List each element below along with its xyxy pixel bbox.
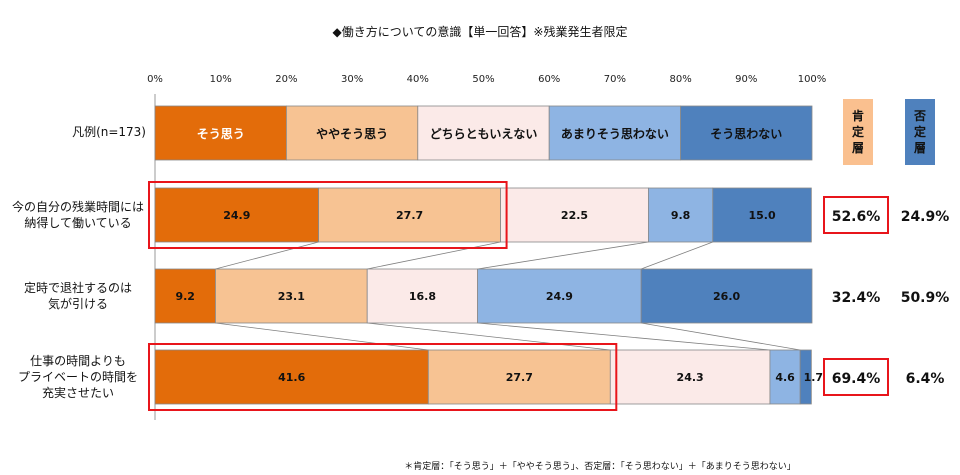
legend-segment: [154, 105, 287, 161]
bar-value-label: 16.8: [409, 290, 436, 303]
negative-header-box: [905, 99, 935, 165]
legend-segment: [417, 105, 550, 161]
x-tick-label: 50%: [472, 74, 494, 85]
x-tick-label: 20%: [275, 74, 297, 85]
connector-line: [641, 241, 713, 270]
positive-percent: 69.4%: [832, 371, 881, 387]
category-label: 定時で退社するのは: [24, 280, 132, 295]
x-tick-label: 40%: [407, 74, 429, 85]
positive-highlight-box: [823, 196, 889, 234]
connector-line: [215, 322, 429, 351]
negative-header-char: 層: [914, 141, 926, 155]
bar-value-label: 9.2: [175, 290, 195, 303]
connector-line: [367, 322, 611, 351]
x-tick-label: 0%: [147, 74, 163, 85]
legend-segment-label: あまりそう思わない: [561, 127, 669, 141]
bar-value-label: 1.7: [804, 371, 824, 384]
legend-segment-label: そう思う: [197, 127, 245, 141]
bar-value-label: 9.8: [671, 209, 691, 222]
x-tick-label: 90%: [735, 74, 757, 85]
x-tick-label: 60%: [538, 74, 560, 85]
positive-percent: 32.4%: [832, 290, 881, 306]
x-tick-label: 70%: [604, 74, 626, 85]
highlight-box: [148, 181, 508, 249]
category-label: 仕事の時間よりも: [30, 354, 126, 368]
negative-header-char: 定: [914, 124, 926, 139]
negative-percent: 50.9%: [901, 290, 950, 306]
bar-segment: [154, 349, 429, 405]
legend-segment: [285, 105, 419, 161]
x-tick-label: 10%: [210, 74, 232, 85]
legend-segment-label: ややそう思う: [316, 127, 388, 141]
bar-segment: [154, 268, 216, 324]
bar-value-label: 4.6: [775, 371, 795, 384]
bar-segment: [477, 268, 642, 324]
legend-row-label: 凡例(n=173): [72, 125, 146, 139]
positive-header-char: 定: [852, 124, 864, 139]
legend-segment: [680, 105, 813, 161]
bar-value-label: 41.6: [278, 371, 305, 384]
bar-value-label: 27.7: [396, 209, 423, 222]
bar-segment: [609, 349, 771, 405]
negative-percent: 24.9%: [901, 209, 950, 225]
positive-header-box: [843, 99, 873, 165]
bar-value-label: 22.5: [561, 209, 588, 222]
category-label: 納得して働いている: [24, 215, 131, 230]
highlight-box: [148, 343, 618, 411]
bar-segment: [366, 268, 478, 324]
bar-segment: [712, 187, 812, 243]
connector-line: [367, 241, 501, 270]
bar-segment: [769, 349, 801, 405]
bar-segment: [215, 268, 368, 324]
category-label: 気が引ける: [48, 296, 108, 311]
x-tick-label: 100%: [798, 74, 827, 85]
bar-segment: [500, 187, 649, 243]
chart-title: ◆働き方についての意識【単一回答】※残業発生者限定: [333, 24, 628, 39]
x-tick-label: 80%: [669, 74, 691, 85]
bar-segment: [640, 268, 813, 324]
bar-value-label: 23.1: [278, 290, 305, 303]
connector-line: [477, 322, 770, 351]
bar-value-label: 24.3: [677, 371, 704, 384]
bar-value-label: 26.0: [713, 290, 740, 303]
positive-header-char: 層: [852, 141, 864, 155]
legend-segment-label: そう思わない: [710, 127, 782, 141]
footnote: ＊肯定層：「そう思う」＋「ややそう思う」、否定層：「そう思わない」＋「あまりそう…: [404, 460, 796, 472]
bar-segment: [427, 349, 611, 405]
legend-segment-label: どちらともいえない: [430, 127, 538, 141]
category-label: 今の自分の残業時間には: [12, 199, 144, 214]
category-label: 充実させたい: [42, 385, 114, 400]
connector-line: [477, 241, 649, 270]
positive-percent: 52.6%: [832, 209, 881, 225]
bar-segment: [154, 187, 319, 243]
positive-highlight-box: [823, 358, 889, 396]
connector-line: [641, 322, 801, 351]
bar-value-label: 24.9: [546, 290, 573, 303]
category-label: プライベートの時間を: [18, 370, 138, 384]
bar-segment: [799, 349, 812, 405]
bar-value-label: 24.9: [223, 209, 250, 222]
connector-line: [215, 241, 319, 270]
negative-percent: 6.4%: [906, 371, 945, 387]
x-tick-label: 30%: [341, 74, 363, 85]
bar-segment: [648, 187, 714, 243]
negative-header-char: 否: [913, 109, 926, 123]
positive-header-char: 肯: [852, 108, 864, 123]
bar-value-label: 15.0: [748, 209, 775, 222]
bar-value-label: 27.7: [506, 371, 533, 384]
